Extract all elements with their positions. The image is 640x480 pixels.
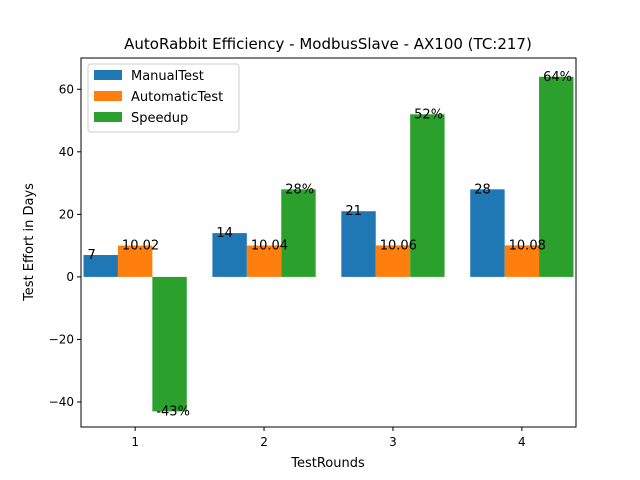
- bar-manualtest-2: [212, 233, 247, 277]
- y-axis: −40 −20 0 20 40 60: [49, 82, 81, 409]
- legend-swatch-automatictest: [94, 91, 122, 101]
- bar-manualtest-3: [341, 211, 376, 277]
- legend-swatch-speedup: [94, 112, 122, 122]
- data-label-automatictest-2: 10.04: [251, 239, 288, 254]
- y-axis-label: Test Effort in Days: [22, 183, 37, 302]
- legend-label-automatictest: AutomaticTest: [131, 90, 223, 105]
- data-labels-layer: 7 14 21 28 10.02 10.04 10.06 10.08 -43% 28% 52% 64%: [88, 70, 572, 420]
- bar-automatictest-1: [117, 245, 153, 277]
- bar-speedup-1: [152, 276, 187, 412]
- chart-title: AutoRabbit Efficiency - ModbusSlave - AX…: [124, 35, 532, 53]
- legend: ManualTest AutomaticTest Speedup: [87, 63, 240, 133]
- data-label-manualtest-4: 28: [474, 182, 491, 197]
- bar-automatictest-3: [375, 245, 411, 277]
- bar-automatictest-4: [504, 245, 540, 277]
- y-tick-label: 60: [59, 82, 74, 96]
- data-label-manualtest-2: 14: [216, 226, 233, 241]
- y-tick-label: −20: [49, 332, 74, 346]
- bar-speedup-4: [539, 76, 574, 277]
- bar-automatictest-2: [246, 245, 282, 277]
- bar-speedup-3: [410, 114, 445, 277]
- data-label-automatictest-4: 10.08: [509, 238, 546, 253]
- data-label-speedup-4: 64%: [543, 70, 572, 85]
- data-label-automatictest-3: 10.06: [380, 238, 417, 253]
- legend-label-speedup: Speedup: [131, 111, 188, 126]
- legend-swatch-manualtest: [94, 70, 122, 80]
- data-label-speedup-2: 28%: [285, 182, 314, 197]
- data-label-automatictest-1: 10.02: [122, 239, 159, 254]
- bar-speedup-2: [281, 189, 316, 277]
- y-tick-label: 0: [66, 270, 74, 284]
- y-tick-label: −40: [49, 395, 74, 409]
- data-label-speedup-1: -43%: [156, 404, 190, 419]
- x-axis: 1 2 3 4: [131, 427, 526, 449]
- y-tick-label: 20: [59, 207, 74, 221]
- y-tick-label: 40: [59, 145, 74, 159]
- x-tick-label: 1: [131, 435, 139, 449]
- bar-manualtest-1: [83, 255, 118, 277]
- bar-manualtest-4: [470, 189, 505, 277]
- x-tick-label: 4: [518, 435, 526, 449]
- x-axis-label: TestRounds: [290, 456, 365, 471]
- data-label-manualtest-3: 21: [345, 204, 362, 219]
- data-label-manualtest-1: 7: [88, 248, 96, 263]
- x-tick-label: 3: [389, 435, 397, 449]
- data-label-speedup-3: 52%: [414, 107, 443, 122]
- legend-label-manualtest: ManualTest: [131, 69, 204, 84]
- plot-area-frame: [80, 57, 577, 428]
- x-tick-label: 2: [260, 435, 268, 449]
- bars-layer: [83, 76, 574, 412]
- legend-frame: [87, 63, 240, 133]
